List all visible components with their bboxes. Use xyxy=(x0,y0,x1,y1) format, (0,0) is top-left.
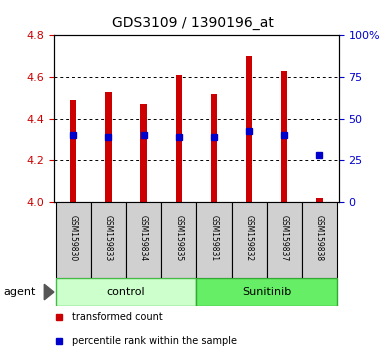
Text: control: control xyxy=(107,287,145,297)
Bar xyxy=(161,202,196,278)
Bar xyxy=(267,202,302,278)
Text: GSM159835: GSM159835 xyxy=(174,215,183,262)
Bar xyxy=(302,202,337,278)
Bar xyxy=(126,202,161,278)
Text: GSM159838: GSM159838 xyxy=(315,215,324,261)
Bar xyxy=(231,202,267,278)
Bar xyxy=(176,75,182,202)
Bar xyxy=(141,104,147,202)
Bar xyxy=(196,202,231,278)
Bar xyxy=(316,198,323,202)
Text: GSM159832: GSM159832 xyxy=(244,215,254,261)
Text: GDS3109 / 1390196_at: GDS3109 / 1390196_at xyxy=(112,16,273,30)
Polygon shape xyxy=(44,284,54,300)
Bar xyxy=(56,278,196,306)
Bar xyxy=(105,92,112,202)
Bar xyxy=(281,71,288,202)
Bar xyxy=(196,278,337,306)
Bar xyxy=(56,202,91,278)
Text: GSM159837: GSM159837 xyxy=(280,215,289,262)
Text: transformed count: transformed count xyxy=(72,312,162,322)
Text: GSM159834: GSM159834 xyxy=(139,215,148,262)
Bar xyxy=(91,202,126,278)
Bar xyxy=(70,100,76,202)
Text: agent: agent xyxy=(4,287,36,297)
Text: Sunitinib: Sunitinib xyxy=(242,287,291,297)
Text: GSM159831: GSM159831 xyxy=(209,215,218,261)
Bar xyxy=(246,56,252,202)
Bar xyxy=(211,94,217,202)
Text: GSM159830: GSM159830 xyxy=(69,215,78,262)
Text: percentile rank within the sample: percentile rank within the sample xyxy=(72,336,237,346)
Text: GSM159833: GSM159833 xyxy=(104,215,113,262)
